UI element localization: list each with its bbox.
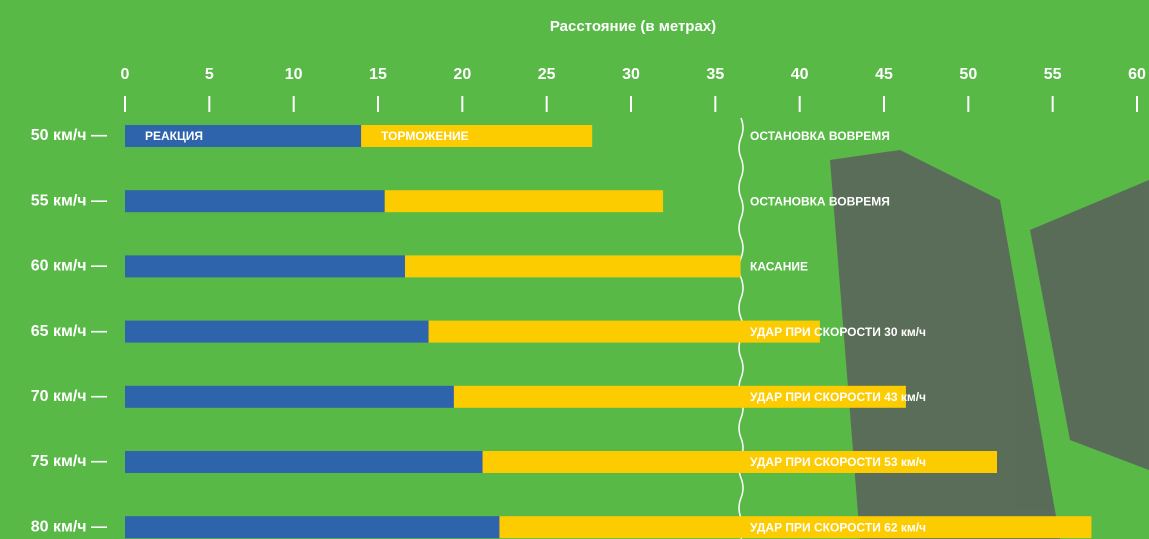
outcome-label: КАСАНИЕ	[750, 260, 808, 274]
outcome-label: ОСТАНОВКА ВОВРЕМЯ	[750, 194, 890, 208]
series-label: РЕАКЦИЯ	[145, 129, 203, 143]
bar-segment	[385, 190, 663, 212]
x-tick-label: 25	[538, 66, 556, 83]
outcome-label: УДАР ПРИ СКОРОСТИ 62 км/ч	[750, 520, 926, 534]
x-tick-label: 50	[959, 66, 977, 83]
x-tick-label: 20	[453, 66, 471, 83]
x-tick-label: 60	[1128, 66, 1146, 83]
bar-segment	[125, 516, 499, 538]
x-tick-label: 55	[1044, 66, 1062, 83]
chart-title: Расстояние (в метрах)	[550, 18, 716, 35]
outcome-label: УДАР ПРИ СКОРОСТИ 53 км/ч	[750, 455, 926, 469]
bar-segment	[125, 386, 454, 408]
x-tick-label: 0	[121, 66, 130, 83]
category-label: 75 км/ч —	[31, 453, 107, 470]
x-tick-label: 45	[875, 66, 893, 83]
outcome-label: ОСТАНОВКА ВОВРЕМЯ	[750, 129, 890, 143]
x-tick-label: 15	[369, 66, 387, 83]
category-label: 60 км/ч —	[31, 258, 107, 275]
bar-segment	[405, 255, 741, 277]
x-tick-label: 40	[791, 66, 809, 83]
category-label: 70 км/ч —	[31, 388, 107, 405]
category-label: 50 км/ч —	[31, 127, 107, 144]
x-tick-label: 35	[706, 66, 724, 83]
outcome-label: УДАР ПРИ СКОРОСТИ 30 км/ч	[750, 325, 926, 339]
category-label: 55 км/ч —	[31, 192, 107, 209]
chart: Расстояние (в метрах) 0 5 10 15 20 25 30 35 40 45…	[0, 0, 1149, 539]
category-label: 80 км/ч —	[31, 518, 107, 535]
category-label: 65 км/ч —	[31, 323, 107, 340]
x-tick-label: 30	[622, 66, 640, 83]
bar-segment	[125, 451, 483, 473]
outcome-label: УДАР ПРИ СКОРОСТИ 43 км/ч	[750, 390, 926, 404]
x-tick-label: 5	[205, 66, 214, 83]
series-label: ТОРМОЖЕНИЕ	[381, 129, 469, 143]
x-tick-label: 10	[285, 66, 303, 83]
bar-segment	[125, 255, 405, 277]
bar-segment	[125, 321, 429, 343]
page: {"chart_data": {"type": "stacked-barh", …	[0, 0, 1149, 539]
bar-segment	[125, 190, 385, 212]
